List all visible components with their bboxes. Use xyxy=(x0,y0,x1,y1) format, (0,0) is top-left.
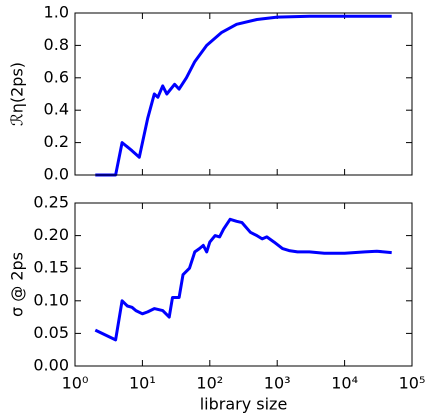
y-tick-label: 0.10 xyxy=(33,290,69,309)
x-axis-label: library size xyxy=(200,395,288,414)
y-tick-label: 0.4 xyxy=(44,100,69,119)
x-tick-label: 10⁰ xyxy=(62,374,89,393)
y-tick-label: 0.8 xyxy=(44,35,69,54)
y-tick-label: 0.15 xyxy=(33,258,69,277)
y-tick-label: 0.00 xyxy=(33,356,69,375)
y-axis-label: ℛη(2ps) xyxy=(8,62,27,126)
y-tick-label: 1.0 xyxy=(44,3,69,22)
axes-frame xyxy=(74,202,413,367)
y-tick-label: 0.0 xyxy=(44,165,69,184)
y-tick-label: 0.6 xyxy=(44,67,69,86)
y-axis-label: σ @ 2ps xyxy=(8,252,27,317)
y-tick-label: 0.05 xyxy=(33,323,69,342)
y-tick-label: 0.20 xyxy=(33,225,69,244)
x-tick-label: 10¹ xyxy=(129,374,156,393)
data-line xyxy=(95,14,392,177)
x-tick-label: 10² xyxy=(196,374,223,393)
x-tick-label: 10⁴ xyxy=(331,374,358,393)
data-line xyxy=(94,217,392,342)
y-tick-label: 0.25 xyxy=(33,193,69,212)
axes-frame xyxy=(74,12,413,176)
y-tick-label: 0.2 xyxy=(44,132,69,151)
x-tick-label: 10⁵ xyxy=(399,374,426,393)
x-tick-label: 10³ xyxy=(264,374,291,393)
